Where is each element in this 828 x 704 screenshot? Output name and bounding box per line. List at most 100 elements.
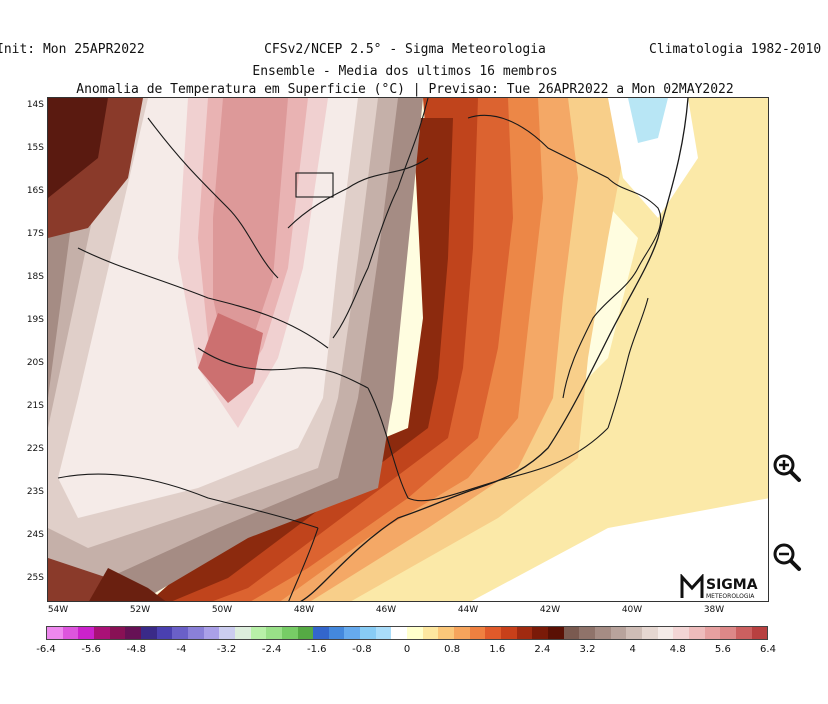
colorbar-swatch: [688, 627, 705, 639]
colorbar-swatch: [156, 627, 173, 639]
lat-label-17s: 17S: [26, 229, 44, 239]
lat-label-24s: 24S: [26, 530, 44, 540]
colorbar-swatch: [532, 627, 548, 639]
colorbar-swatch: [313, 627, 329, 639]
zoom-out-button[interactable]: [771, 541, 803, 573]
colorbar-swatch: [657, 627, 674, 639]
colorbar-swatch: [47, 627, 63, 639]
colorbar-swatch: [673, 627, 689, 639]
colorbar-tick-label: -1.6: [306, 644, 327, 655]
colorbar-swatch: [125, 627, 141, 639]
colorbar-swatch: [187, 627, 204, 639]
colorbar-tick-label: 4: [629, 644, 636, 655]
colorbar-tick-label: 6.4: [760, 644, 776, 655]
colorbar-swatch: [454, 627, 470, 639]
colorbar: [46, 626, 768, 640]
lon-label-42w: 42W: [539, 605, 561, 615]
colorbar-tick-label: 1.6: [489, 644, 506, 655]
lat-label-19s: 19S: [26, 315, 44, 325]
colorbar-swatch: [219, 627, 235, 639]
colorbar-tick-label: -5.6: [81, 644, 101, 655]
map-subtitle: Anomalia de Temperatura em Superficie (°…: [76, 82, 734, 97]
colorbar-swatch: [438, 627, 455, 639]
colorbar-tick-label: 0.8: [444, 644, 461, 655]
lon-label-50w: 50W: [211, 605, 233, 615]
colorbar-swatch: [172, 627, 188, 639]
colorbar-swatch: [579, 627, 595, 639]
colorbar-tick-label: -4: [176, 644, 187, 655]
lat-label-21s: 21S: [26, 401, 44, 411]
colorbar-tick-label: -3.2: [216, 644, 237, 655]
model-label: CFSv2/NCEP 2.5° - Sigma Meteorologia: [264, 42, 546, 57]
colorbar-swatch: [234, 627, 251, 639]
colorbar-swatch: [641, 627, 658, 639]
zoom-in-icon: [773, 454, 801, 482]
colorbar-swatch: [375, 627, 392, 639]
colorbar-swatch: [266, 627, 282, 639]
colorbar-swatch: [720, 627, 736, 639]
colorbar-swatch: [93, 627, 110, 639]
zoom-out-icon: [773, 543, 801, 571]
lat-label-23s: 23S: [26, 487, 44, 497]
colorbar-swatch: [735, 627, 752, 639]
map-canvas: [48, 98, 768, 601]
lon-label-38w: 38W: [703, 605, 725, 615]
lat-label-25s: 25S: [26, 573, 44, 583]
colorbar-tick-label: 0: [403, 644, 411, 655]
colorbar-swatch: [594, 627, 611, 639]
colorbar-swatch: [501, 627, 517, 639]
climatology-label: Climatologia 1982-2010: [649, 42, 822, 57]
colorbar-swatch: [140, 627, 157, 639]
colorbar-tick-label: -2.4: [261, 644, 282, 655]
lon-label-44w: 44W: [457, 605, 479, 615]
lat-label-14s: 14S: [26, 100, 44, 110]
colorbar-tick-label: -4.8: [126, 644, 146, 655]
lat-label-15s: 15S: [26, 143, 44, 153]
lon-label-54w: 54W: [47, 605, 69, 615]
logo-wordmark: SIGMA: [706, 577, 758, 593]
colorbar-tick-label: -0.8: [352, 644, 372, 655]
lat-label-16s: 16S: [26, 186, 44, 196]
temperature-anomaly-map: [47, 97, 769, 602]
colorbar-swatch: [516, 627, 533, 639]
ensemble-label: Ensemble - Media dos ultimos 16 membros: [252, 64, 558, 79]
colorbar-swatch: [422, 627, 439, 639]
colorbar-swatch: [360, 627, 376, 639]
lat-label-18s: 18S: [26, 272, 44, 282]
colorbar-swatch: [563, 627, 580, 639]
init-label: Init: Mon 25APR2022: [0, 42, 145, 57]
logo-subtitle: METEOROLOGIA: [706, 593, 755, 600]
colorbar-swatch: [297, 627, 314, 639]
colorbar-tick-label: 4.8: [669, 644, 686, 655]
colorbar-swatch: [203, 627, 220, 639]
colorbar-swatch: [548, 627, 564, 639]
lat-label-22s: 22S: [26, 444, 44, 454]
colorbar-swatch: [109, 627, 126, 639]
sigma-logo: SIGMA METEOROLOGIA: [680, 573, 766, 600]
lon-label-46w: 46W: [375, 605, 397, 615]
colorbar-swatch: [391, 627, 408, 639]
lat-label-20s: 20S: [26, 358, 44, 368]
colorbar-swatch: [626, 627, 642, 639]
colorbar-swatch: [344, 627, 361, 639]
colorbar-tick-label: 5.6: [714, 644, 731, 655]
colorbar-swatch: [751, 627, 768, 639]
anomaly-fill-layer: [48, 98, 768, 601]
lon-label-48w: 48W: [293, 605, 315, 615]
colorbar-swatch: [250, 627, 267, 639]
lon-label-52w: 52W: [129, 605, 151, 615]
colorbar-swatch: [328, 627, 345, 639]
state-boundaries: [57, 98, 689, 601]
colorbar-tick-label: -6.4: [36, 644, 56, 655]
lon-label-40w: 40W: [621, 605, 643, 615]
colorbar-swatch: [281, 627, 298, 639]
colorbar-swatch: [610, 627, 627, 639]
zoom-in-button[interactable]: [771, 452, 803, 484]
colorbar-tick-label: 3.2: [579, 644, 596, 655]
colorbar-swatch: [469, 627, 486, 639]
colorbar-swatch: [78, 627, 94, 639]
colorbar-swatch: [62, 627, 79, 639]
colorbar-swatch: [485, 627, 502, 639]
colorbar-tick-label: 2.4: [534, 644, 551, 655]
colorbar-swatch: [704, 627, 721, 639]
